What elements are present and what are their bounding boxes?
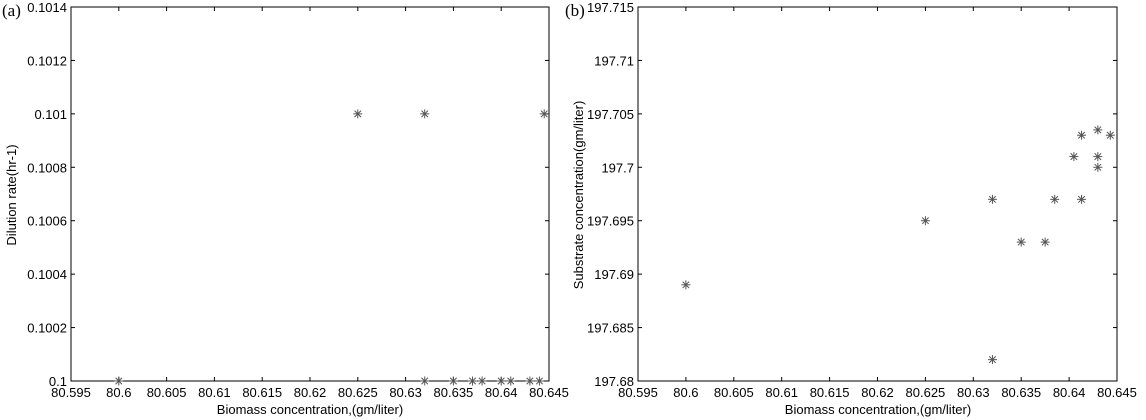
panel-b-data-point xyxy=(1077,194,1087,204)
panel-a-ytick-label: 0.1012 xyxy=(27,53,67,68)
panel-a-data-point xyxy=(525,376,535,386)
panel-a-data-point xyxy=(496,376,506,386)
panel-a-ytick-label: 0.1014 xyxy=(27,0,67,15)
panel-b-xtick-label: 80.61 xyxy=(765,385,798,400)
panel-a-xtick-label: 80.605 xyxy=(147,385,187,400)
panel-b-xtick-label: 80.625 xyxy=(906,385,946,400)
panel-b-data-point xyxy=(987,355,997,365)
panel-b-data-point xyxy=(1050,194,1060,204)
panel-a-xtick-label: 80.64 xyxy=(485,385,518,400)
panel-a-xtick-label: 80.635 xyxy=(434,385,474,400)
panel-a-xtick-label: 80.61 xyxy=(198,385,231,400)
panel-b-xtick-label: 80.615 xyxy=(810,385,850,400)
panel-b-xtick-label: 80.6 xyxy=(673,385,698,400)
panel-b-data-point xyxy=(1105,130,1115,140)
panel-b-plot-frame xyxy=(637,6,1118,382)
panel-b-xlabel: Biomass concentration,(gm/liter) xyxy=(785,402,971,417)
panel-b-xtick-label: 80.62 xyxy=(861,385,894,400)
panel-a-ytick-label: 0.1 xyxy=(49,374,67,389)
panel-a-xtick-label: 80.62 xyxy=(294,385,327,400)
panel-b-data-point xyxy=(1016,237,1026,247)
panel-b-data-point xyxy=(1077,130,1087,140)
panel-a-ytick-label: 0.1004 xyxy=(27,267,67,282)
panel-b-xtick-label: 80.595 xyxy=(618,385,658,400)
panel-a-data-point xyxy=(420,109,430,119)
panel-a-data-point xyxy=(114,376,124,386)
panel-b-ytick-label: 197.69 xyxy=(594,267,634,282)
panel-b-xtick-label: 80.64 xyxy=(1053,385,1086,400)
panel-b-data-point xyxy=(1040,237,1050,247)
panel-a-xtick-label: 80.615 xyxy=(242,385,282,400)
panel-b-ytick-label: 197.705 xyxy=(587,107,634,122)
panel-a-data-point xyxy=(468,376,478,386)
panel-a-data-point xyxy=(448,376,458,386)
panel-b-data-point xyxy=(920,216,930,226)
panel-a: (a) Dilution rate(hr-1) Biomass concentr… xyxy=(2,0,569,417)
panel-b: (b) Substrate concentration(gm/liter) Bi… xyxy=(565,0,1137,417)
panel-b-ylabel: Substrate concentration(gm/liter) xyxy=(571,101,586,290)
panel-b-label: (b) xyxy=(565,1,585,20)
panel-a-xlabel: Biomass concentration,(gm/liter) xyxy=(217,402,403,417)
panel-a-data-point xyxy=(477,376,487,386)
panel-b-data-point xyxy=(1093,125,1103,135)
panel-a-ytick-label: 0.1006 xyxy=(27,214,67,229)
panel-a-xtick-label: 80.63 xyxy=(389,385,422,400)
panel-a-data-point xyxy=(420,376,430,386)
panel-a-data-point xyxy=(539,109,549,119)
panel-a-data-point xyxy=(534,376,544,386)
panel-b-ytick-label: 197.68 xyxy=(594,374,634,389)
panel-a-xtick-label: 80.625 xyxy=(338,385,378,400)
panel-b-data-point xyxy=(1069,152,1079,162)
panel-a-plot-frame xyxy=(70,6,550,382)
panel-b-ytick-label: 197.7 xyxy=(601,160,634,175)
panel-b-xtick-label: 80.645 xyxy=(1097,385,1137,400)
panel-b-data-point xyxy=(681,280,691,290)
panel-a-ytick-label: 0.101 xyxy=(34,107,67,122)
panel-a-xtick-label: 80.595 xyxy=(51,385,91,400)
panel-b-xtick-label: 80.605 xyxy=(714,385,754,400)
panel-b-ytick-label: 197.715 xyxy=(587,0,634,15)
panel-a-ylabel: Dilution rate(hr-1) xyxy=(4,144,19,245)
panel-b-ytick-label: 197.695 xyxy=(587,214,634,229)
panel-a-xtick-label: 80.6 xyxy=(106,385,131,400)
panel-b-data-point xyxy=(1093,152,1103,162)
panel-b-xtick-label: 80.63 xyxy=(957,385,990,400)
panel-b-data-point xyxy=(1093,162,1103,172)
panel-b-ytick-label: 197.71 xyxy=(594,53,634,68)
panel-a-data-point xyxy=(353,109,363,119)
panel-b-data-point xyxy=(987,194,997,204)
panel-a-xtick-label: 80.645 xyxy=(529,385,569,400)
panel-a-data-point xyxy=(506,376,516,386)
panel-b-xtick-label: 80.635 xyxy=(1001,385,1041,400)
panel-a-label: (a) xyxy=(2,1,21,20)
panel-a-ytick-label: 0.1008 xyxy=(27,160,67,175)
panel-b-ytick-label: 197.685 xyxy=(587,321,634,336)
panel-a-ytick-label: 0.1002 xyxy=(27,321,67,336)
